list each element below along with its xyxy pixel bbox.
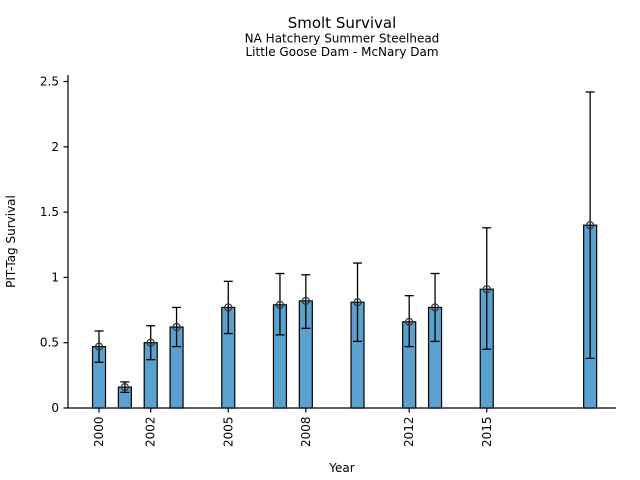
chart-title: Smolt Survival <box>288 14 397 32</box>
x-tick-label: 2000 <box>92 417 106 448</box>
y-tick-label: 1 <box>51 270 59 284</box>
chart-subtitle-reach: Little Goose Dam - McNary Dam <box>245 45 438 59</box>
point-marker-2005 <box>224 303 233 312</box>
y-axis-title: PIT-Tag Survival <box>4 195 18 288</box>
point-marker-2010 <box>353 298 362 307</box>
y-tick-label: 2 <box>51 140 59 154</box>
chart-subtitle-run: NA Hatchery Summer Steelhead <box>245 32 440 46</box>
y-tick-label: 0.5 <box>40 336 59 350</box>
point-marker-2015 <box>482 285 491 294</box>
point-marker-2002 <box>146 338 155 347</box>
point-marker-2001 <box>120 383 129 392</box>
x-tick-label: 2002 <box>144 417 158 448</box>
point-marker-2008 <box>301 296 310 306</box>
point-marker-2012 <box>405 317 414 326</box>
plot-area: 0 0.5 1 1.5 2 2.5 2000 2002 2005 2008 2012 2015 <box>40 75 616 448</box>
y-tick-label: 2.5 <box>40 75 59 89</box>
x-tick-label: 2012 <box>402 417 416 448</box>
point-marker-2003 <box>172 322 181 332</box>
point-marker-2019 <box>586 221 595 230</box>
x-axis-title: Year <box>328 461 354 475</box>
point-marker-2007 <box>275 300 285 309</box>
y-tick-label: 1.5 <box>40 205 59 219</box>
y-tick-label: 0 <box>51 401 59 415</box>
x-tick-label: 2008 <box>299 417 313 448</box>
point-marker-2000 <box>94 342 104 351</box>
x-tick-label: 2015 <box>480 417 494 448</box>
point-marker-2013 <box>430 303 440 312</box>
x-tick-label: 2005 <box>221 417 235 448</box>
